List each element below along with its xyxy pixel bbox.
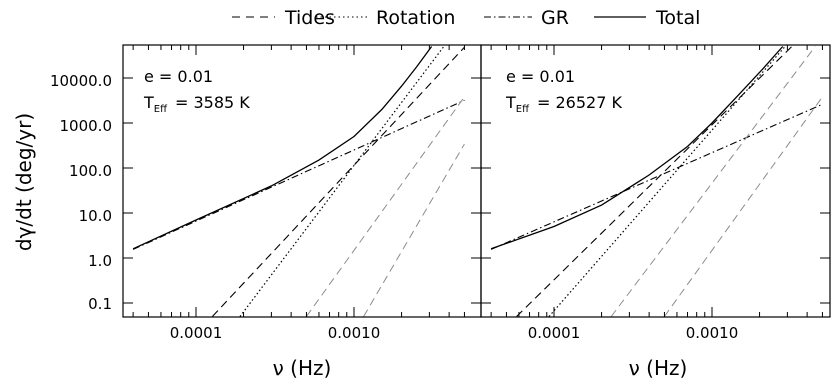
series-line-gr-2	[490, 103, 823, 250]
series-line-tides-4	[663, 96, 823, 317]
panel-2-annotation-teff: TEff = 26527 K	[505, 93, 622, 115]
series-line-total-5	[490, 46, 784, 250]
y-axis-label: dγ/dt (deg/yr)	[12, 113, 36, 251]
panel-1: 0.1 1.0 10.0 100.0 1000.0 10000.0 0.0001…	[50, 44, 482, 380]
y-tick-label: 10000.0	[50, 72, 112, 90]
y-tick-label: 1.0	[88, 252, 112, 270]
series-line-gr-2	[132, 99, 465, 250]
teff-value: = 3585 K	[175, 93, 250, 112]
panel-1-ticks	[123, 45, 481, 317]
teff-symbol: T	[143, 93, 154, 112]
series-line-tides-3	[305, 96, 465, 317]
legend-label-gr: GR	[541, 7, 569, 29]
y-tick-label: 1000.0	[60, 117, 113, 135]
x-tick-label: 0.0010	[686, 324, 739, 342]
teff-symbol: T	[505, 93, 516, 112]
x-axis-label: ν (Hz)	[629, 356, 688, 380]
legend-label-tides: Tides	[284, 7, 335, 29]
legend: Tides Rotation GR Total	[232, 7, 700, 29]
panel-2: 0.0001 0.0010 ν (Hz) e = 0.01 TEff = 2652…	[480, 44, 831, 380]
legend-label-total: Total	[655, 7, 700, 29]
x-tick-label: 0.0001	[528, 324, 581, 342]
y-tick-label: 10.0	[79, 207, 112, 225]
series-line-tides-0	[211, 46, 465, 317]
series-line-tides-4	[363, 143, 465, 317]
legend-label-rotation: Rotation	[376, 7, 455, 29]
panel-1-annotation-teff: TEff = 3585 K	[143, 93, 250, 115]
y-tick-label: 0.1	[88, 295, 112, 313]
panel-2-annotation-e: e = 0.01	[506, 67, 575, 86]
panel-1-annotation-e: e = 0.01	[144, 67, 213, 86]
panel-1-series	[132, 46, 465, 317]
panel-2-ticks	[481, 45, 830, 317]
series-line-rotation-1	[239, 46, 445, 317]
series-line-total-5	[132, 46, 433, 250]
teff-subscript: Eff	[516, 104, 530, 115]
y-tick-label: 100.0	[69, 162, 112, 180]
x-tick-label: 0.0010	[328, 324, 381, 342]
x-tick-label: 0.0001	[170, 324, 223, 342]
x-axis-label: ν (Hz)	[273, 356, 332, 380]
panel-2-frame	[480, 44, 831, 318]
series-line-rotation-1	[548, 46, 786, 317]
panel-2-series	[490, 46, 823, 317]
teff-subscript: Eff	[154, 104, 168, 115]
series-line-tides-0	[516, 46, 793, 317]
series-line-tides-3	[610, 46, 816, 317]
teff-value: = 26527 K	[537, 93, 622, 112]
